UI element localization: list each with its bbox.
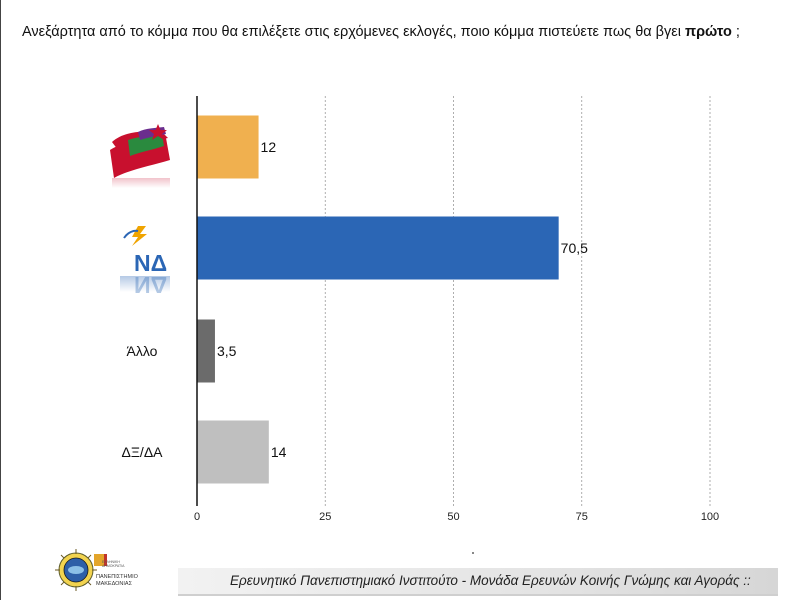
footer-band bbox=[178, 568, 778, 596]
university-name: ΠΑΝΕΠΙΣΤΗΜΙΟ ΜΑΚΕΔΟΝΙΑΣ bbox=[96, 574, 140, 587]
title-emphasis: πρώτο bbox=[684, 24, 732, 40]
value-label-4: 14 bbox=[271, 444, 287, 460]
x-tick-label-50: 50 bbox=[447, 511, 459, 523]
category-label-4: ΔΞ/ΔΑ bbox=[121, 444, 163, 460]
bars-group bbox=[197, 115, 559, 484]
university-seal-icon bbox=[55, 549, 107, 591]
chart-question-title: Ανεξάρτητα από το κόμμα που θα επιλέξετε… bbox=[22, 24, 792, 40]
bar-3 bbox=[197, 319, 215, 383]
syriza-logo-icon bbox=[110, 124, 170, 188]
value-label-2: 70,5 bbox=[561, 240, 588, 256]
university-small-caption: ΕΛΛΗΝΙΚΗ ΔΗΜΟΚΡΑΤΙΑ bbox=[102, 560, 125, 568]
x-tick-label-0: 0 bbox=[194, 511, 200, 523]
x-tick-label-75: 75 bbox=[576, 511, 588, 523]
title-prefix: Ανεξάρτητα από το κόμμα που θα επιλέξετε… bbox=[22, 24, 685, 40]
nd-logo-icon: ΝΔ ΝΔ bbox=[120, 226, 170, 298]
title-suffix: ; bbox=[731, 24, 740, 40]
university-name-line2: ΜΑΚΕΔΟΝΙΑΣ bbox=[96, 580, 132, 587]
gridlines bbox=[324, 96, 711, 506]
footer-institute-text: Ερευνητικό Πανεπιστημιακό Ινστιτούτο - Μ… bbox=[230, 573, 751, 588]
bar-1 bbox=[197, 115, 259, 179]
x-tick-labels: 0 25 50 75 100 bbox=[194, 511, 719, 523]
x-tick-label-25: 25 bbox=[319, 511, 331, 523]
bar-2 bbox=[197, 216, 559, 280]
university-name-line1: ΠΑΝΕΠΙΣΤΗΜΙΟ bbox=[96, 574, 138, 580]
stray-dot bbox=[472, 552, 474, 554]
value-label-3: 3,5 bbox=[217, 343, 237, 359]
page-left-border bbox=[0, 0, 1, 600]
x-tick-label-100: 100 bbox=[701, 511, 719, 523]
value-label-1: 12 bbox=[261, 139, 277, 155]
bar-4 bbox=[197, 420, 269, 484]
value-labels: 12 70,5 3,5 14 bbox=[217, 139, 588, 460]
nd-logo-text: ΝΔ bbox=[134, 250, 167, 276]
category-label-3: Άλλο bbox=[127, 343, 158, 359]
category-labels: Άλλο ΔΞ/ΔΑ bbox=[121, 343, 163, 460]
